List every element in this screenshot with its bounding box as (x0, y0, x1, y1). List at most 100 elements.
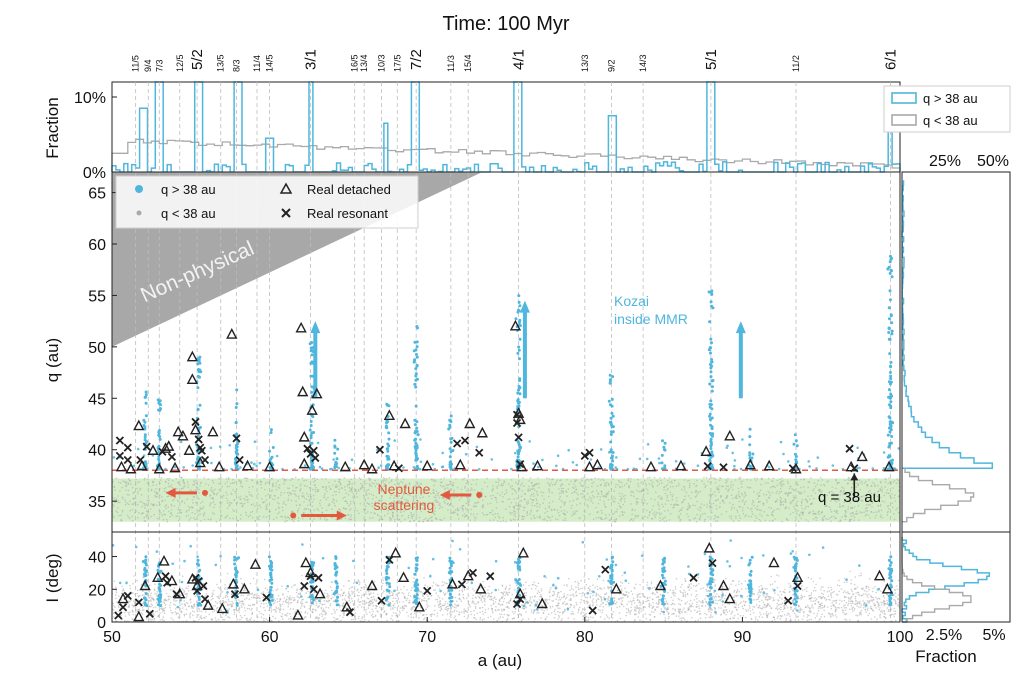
scatter-point-gray (394, 507, 396, 509)
scatter-point-gray (462, 509, 464, 512)
scatter-point-gray (799, 492, 802, 495)
scatter-point-gray (800, 478, 802, 481)
scatter-point-gray (381, 499, 383, 502)
scatter-point-gray (682, 594, 685, 597)
scatter-point-gray (338, 480, 340, 483)
scatter-point-gray (205, 615, 207, 618)
scatter-point-gray (672, 599, 674, 602)
scatter-point-blue (235, 402, 239, 406)
scatter-point-gray (583, 490, 585, 493)
scatter-point-blue (441, 451, 445, 455)
scatter-point-gray (214, 503, 216, 506)
scatter-point-gray (818, 490, 820, 492)
scatter-point-blue (157, 430, 161, 434)
scatter-point-gray (871, 481, 874, 484)
scatter-point-gray (606, 600, 608, 603)
scatter-point-gray (337, 485, 339, 488)
scatter-point-gray (730, 494, 733, 497)
scatter-point-gray (441, 485, 444, 488)
scatter-point-gray (849, 598, 852, 600)
scatter-point-blue (516, 399, 520, 403)
scatter-point-gray (311, 505, 314, 508)
scatter-point-gray (200, 507, 203, 510)
scatter-point-gray (762, 502, 765, 505)
scatter-point-gray (340, 487, 343, 489)
scatter-point-gray (707, 480, 709, 483)
scatter-point-gray (197, 514, 200, 516)
scatter-point-gray (651, 509, 653, 511)
scatter-point-gray (373, 504, 376, 507)
scatter-point-gray (630, 590, 633, 592)
scatter-point-blue (611, 451, 615, 454)
scatter-point-gray (618, 481, 621, 483)
scatter-point-gray (354, 618, 357, 621)
scatter-point-gray (571, 492, 573, 494)
scatter-point-gray (470, 508, 473, 511)
scatter-point-gray (550, 612, 553, 614)
scatter-point-blue (196, 434, 200, 438)
scatter-point-gray (631, 509, 633, 512)
scatter-point-gray (257, 516, 259, 519)
scatter-point-gray (678, 482, 680, 485)
scatter-point-gray (368, 477, 370, 480)
scatter-point-gray (885, 492, 888, 494)
scatter-point-gray (633, 586, 636, 589)
scatter-point-gray (196, 610, 199, 613)
scatter-point-gray (869, 503, 871, 506)
scatter-point-gray (868, 479, 870, 481)
scatter-point-gray (601, 512, 603, 514)
scatter-point-gray (252, 516, 254, 519)
scatter-point-gray (391, 514, 394, 516)
scatter-point-gray (704, 486, 706, 489)
scatter-point-gray (276, 598, 279, 600)
scatter-point-gray (167, 506, 169, 508)
scatter-point-gray (324, 489, 327, 491)
scatter-point-gray (850, 579, 853, 581)
scatter-point-gray (881, 611, 884, 613)
scatter-point-gray (144, 520, 147, 522)
scatter-point-gray (759, 591, 761, 594)
kozai-arrowhead (310, 321, 321, 334)
scatter-point-blue (196, 362, 200, 366)
scatter-point-gray (573, 595, 575, 597)
scatter-point-gray (687, 503, 690, 505)
scatter-point-gray (281, 516, 284, 518)
scatter-point-gray (874, 485, 876, 488)
scatter-point-gray (800, 517, 802, 520)
scatter-point-blue (709, 366, 713, 370)
scatter-point-blue (516, 455, 520, 459)
scatter-point-gray (417, 500, 419, 503)
scatter-point-gray (786, 607, 789, 609)
scatter-point-gray (636, 478, 639, 481)
scatter-point-gray (343, 507, 346, 510)
scatter-point-gray (390, 505, 393, 508)
scatter-point-gray (456, 610, 458, 612)
scatter-point-blue (707, 290, 711, 294)
scatter-point-gray (192, 490, 195, 492)
scatter-point-gray (840, 490, 843, 493)
scatter-point-gray (354, 612, 357, 614)
scatter-point-gray (401, 496, 404, 498)
scatter-point-gray (213, 513, 215, 515)
scatter-point-gray (137, 491, 139, 493)
scatter-point-gray (146, 482, 149, 484)
scatter-point-gray (139, 488, 141, 491)
scatter-point-blue (236, 442, 240, 445)
scatter-point-gray (688, 507, 690, 510)
scatter-point-gray (382, 607, 385, 609)
scatter-point-blue (518, 337, 522, 341)
scatter-point-gray (401, 609, 404, 612)
scatter-point-gray (584, 608, 586, 611)
scatter-point-gray (475, 505, 478, 508)
scatter-point-gray (299, 483, 302, 485)
scatter-point-blue (415, 345, 419, 349)
scatter-point-gray (630, 491, 632, 493)
scatter-point-gray (866, 494, 868, 496)
scatter-point-gray (294, 476, 297, 479)
scatter-point-gray (469, 489, 472, 492)
scatter-point-gray (513, 505, 515, 508)
scatter-point-gray (339, 481, 342, 484)
scatter-point-gray (280, 494, 282, 496)
scatter-point-gray (426, 520, 428, 522)
scatter-point-gray (600, 509, 603, 512)
